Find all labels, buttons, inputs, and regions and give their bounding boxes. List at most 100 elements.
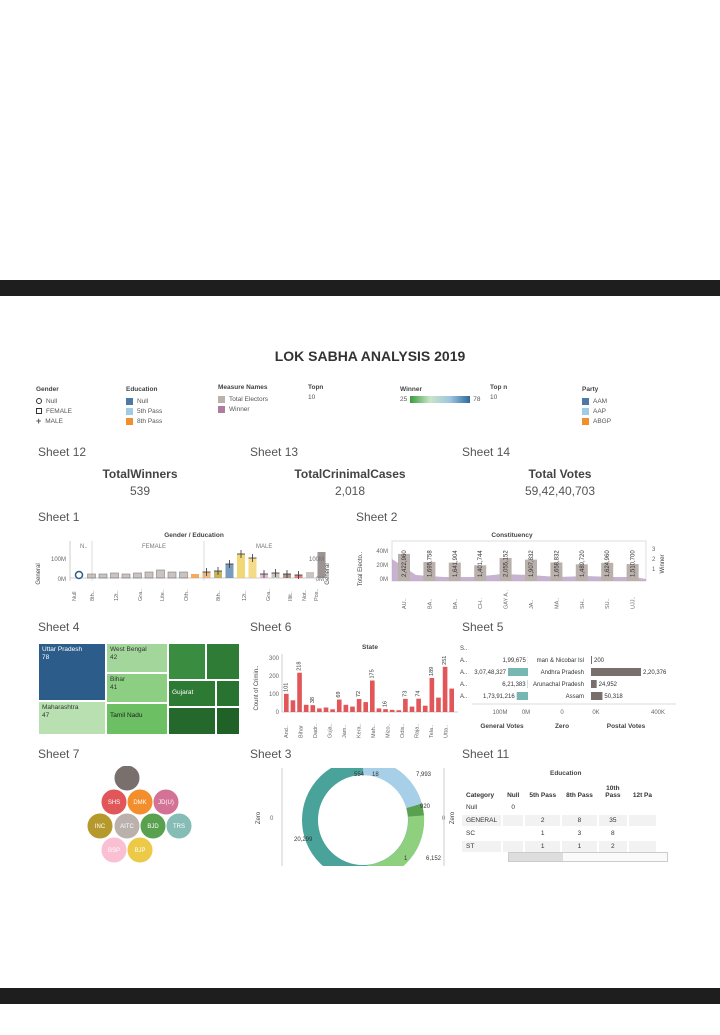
topn-parameter[interactable]: Topn 10 (308, 384, 323, 401)
legend-item[interactable]: 8th Pass (126, 416, 162, 426)
sheet6-marks: 101 218 38 69 72 175 16 73 74 189 251 (283, 656, 455, 712)
bar-mark (179, 571, 188, 579)
scrollbar-thumb[interactable] (509, 853, 563, 861)
legend-item[interactable]: + MALE (36, 415, 63, 426)
column-label: Postal Votes (607, 723, 646, 730)
sheet11-title: Sheet 11 (462, 747, 510, 761)
horizontal-scrollbar[interactable] (508, 852, 668, 862)
sheet1-chart[interactable]: Gender / Education General General 100M … (34, 529, 334, 611)
bar (363, 702, 369, 712)
bar-label: 1,489,720 (580, 550, 586, 577)
legend-item[interactable]: Winner (218, 404, 268, 414)
dashboard-title: LOK SABHA ANALYSIS 2019 (274, 348, 466, 364)
legend-title: Topn (308, 384, 324, 391)
sheet4-treemap[interactable]: Uttar Pradesh 78 West Bengal 42 Bihar 41… (38, 643, 240, 735)
kpi-value: 59,42,40,703 (524, 484, 596, 498)
y-axis-label: Zero (256, 811, 262, 824)
legend-item[interactable]: Total Electors (218, 394, 268, 404)
x-tick: Tela.. (429, 724, 435, 738)
x-tick: CH.. (478, 598, 484, 609)
donut-slice[interactable] (366, 815, 425, 868)
bar (416, 698, 421, 712)
bar-label: 175 (369, 669, 375, 678)
sheet7-bubble-chart[interactable]: SHS DMK JD(U) INC AITC BJD TRS BSP BJP (78, 766, 218, 866)
bar-mark (225, 564, 234, 578)
education-legend: Education Null 5th Pass 8th Pass (126, 386, 162, 426)
winner-tick: 2 (652, 557, 656, 563)
row-key: A.. (460, 658, 468, 664)
x-tick: Mah.. (371, 724, 377, 738)
bar-label: 1,695,758 (427, 550, 433, 577)
bar (436, 697, 441, 712)
axis-tick: 0 (560, 710, 564, 716)
treemap-cell[interactable]: Maharashtra 47 (38, 701, 106, 735)
bar-mark (248, 558, 257, 578)
treemap-cell[interactable]: Bihar 41 (106, 673, 168, 703)
sheet5-chart[interactable]: S.. A.. 1,99,675 man & Nicobar Isl 200 A.. 3,… (458, 642, 678, 738)
sheet6-yticks: 300 200 100 0 (269, 656, 280, 716)
bar-label: 16 (383, 701, 389, 707)
x-tick: SU.. (605, 598, 611, 609)
treemap-cell[interactable] (168, 643, 206, 680)
treemap-cell[interactable] (206, 643, 240, 680)
legend-item[interactable]: 5th Pass (126, 406, 162, 416)
state-label: man & Nicobar Isl (537, 658, 584, 664)
axis-tick: 0M (522, 710, 530, 716)
topn-value: 10 (308, 394, 316, 401)
bar (323, 707, 329, 712)
sheet11-table: Category Null 5th Pass 8th Pass 10th Pas… (460, 782, 658, 854)
table-row: GENERAL 2 8 35 (462, 815, 657, 826)
legend-item[interactable]: Null (126, 396, 162, 406)
sheet6-chart[interactable]: State Count of Crimin.. 300 200 100 0 101 21… (248, 640, 462, 740)
bar-label: 251 (442, 656, 448, 665)
legend-item[interactable]: AAM (582, 396, 611, 406)
bar (474, 565, 487, 581)
bar (356, 699, 362, 712)
axis-tick: 400K (651, 710, 665, 716)
party-bubble (86, 812, 114, 840)
slice-label: 554 (354, 772, 365, 778)
x-tick: 8th.. (216, 590, 222, 601)
party-bubble (113, 766, 141, 792)
legend-item[interactable]: FEMALE (36, 406, 72, 416)
sheet2-chart[interactable]: Constituency Total Electo.. Winner 40M 2… (354, 529, 670, 611)
legend-title: Gender (36, 386, 59, 393)
bar-mark (156, 569, 165, 579)
topn2-parameter[interactable]: Top n 10 (490, 384, 507, 401)
bubble-label: TRS (173, 824, 185, 830)
sheet12-title: Sheet 12 (38, 445, 87, 459)
bar-mark (98, 573, 108, 579)
treemap-cell[interactable]: Tamil Nadu (106, 703, 168, 735)
bar (409, 706, 415, 712)
row-header: S.. (460, 646, 468, 652)
axis-tick: 0K (592, 710, 599, 716)
donut-slice[interactable] (362, 768, 422, 809)
treemap-cell[interactable] (216, 707, 240, 735)
legend-item[interactable]: Null (36, 396, 72, 406)
treemap-cell[interactable] (168, 707, 216, 735)
legend-item[interactable]: ABGP (582, 416, 611, 426)
bar-mark (133, 572, 142, 579)
postal-label: 50,318 (604, 694, 623, 700)
bar-label: 1,510,700 (631, 550, 637, 577)
treemap-cell[interactable]: Gujarat (168, 680, 216, 707)
treemap-cell[interactable]: Uttar Pradesh 78 (38, 643, 106, 701)
column-header: Category (466, 792, 495, 799)
bubble-label: AITC (120, 824, 134, 830)
bar-mark (167, 571, 177, 579)
bar-label: 189 (429, 667, 435, 676)
legend-item[interactable]: AAP (582, 406, 611, 416)
kpi-total-winners: TotalWinners 539 (80, 467, 200, 498)
treemap-cell[interactable] (216, 680, 240, 707)
bar-mark (317, 552, 326, 578)
row-key: A.. (460, 694, 468, 700)
treemap-cell[interactable]: West Bengal 42 (106, 643, 168, 673)
sheet1-marks (74, 550, 326, 580)
kpi-label: TotalWinners (102, 467, 178, 481)
donut-slice[interactable] (406, 803, 424, 817)
sheet3-donut-chart[interactable]: Zero 0 Zero 0 554 18 7,993 920 20,299 1 … (248, 768, 464, 868)
x-tick: Bihar (299, 725, 305, 738)
bar-mark (237, 554, 245, 578)
bar-label: 1,658,832 (554, 550, 560, 577)
bar (317, 708, 322, 712)
